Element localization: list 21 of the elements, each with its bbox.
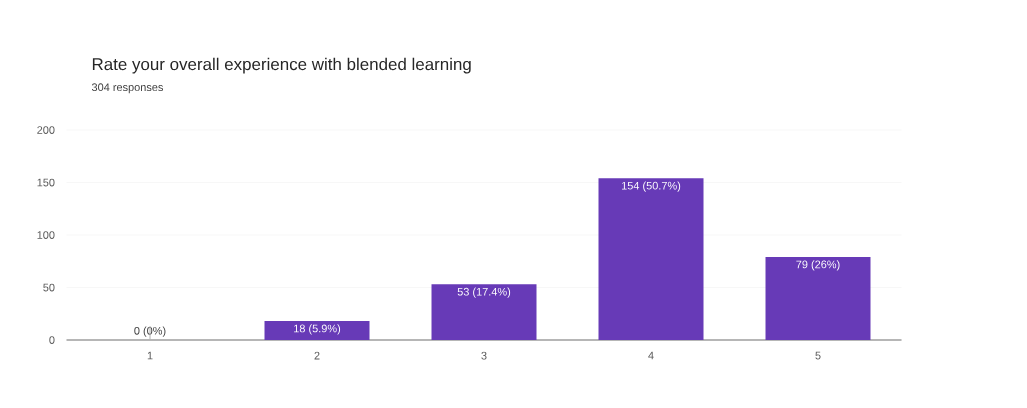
data-label: 53 (17.4%) bbox=[457, 287, 511, 298]
data-label: 79 (26%) bbox=[796, 260, 840, 271]
x-tick-label: 5 bbox=[815, 351, 821, 360]
chart-subtitle: 304 responses bbox=[91, 83, 163, 94]
data-label: 154 (50.7%) bbox=[621, 181, 681, 192]
bar bbox=[264, 321, 370, 340]
data-label: 18 (5.9%) bbox=[294, 324, 341, 335]
y-tick-label: 100 bbox=[37, 231, 55, 239]
y-tick-label: 0 bbox=[49, 336, 55, 344]
bar bbox=[765, 257, 871, 340]
y-tick-label: 150 bbox=[37, 178, 55, 187]
x-tick-label: 4 bbox=[648, 351, 654, 360]
x-tick-label: 2 bbox=[314, 351, 320, 360]
chart-title: Rate your overall experience with blended learning bbox=[92, 57, 471, 74]
bar bbox=[431, 284, 537, 340]
y-tick-label: 200 bbox=[37, 126, 55, 134]
y-tick-label: 50 bbox=[43, 283, 55, 292]
data-label: 0 (0%) bbox=[134, 326, 166, 337]
x-tick-label: 3 bbox=[481, 351, 487, 360]
bar bbox=[598, 178, 704, 340]
x-tick-label: 1 bbox=[147, 351, 153, 360]
